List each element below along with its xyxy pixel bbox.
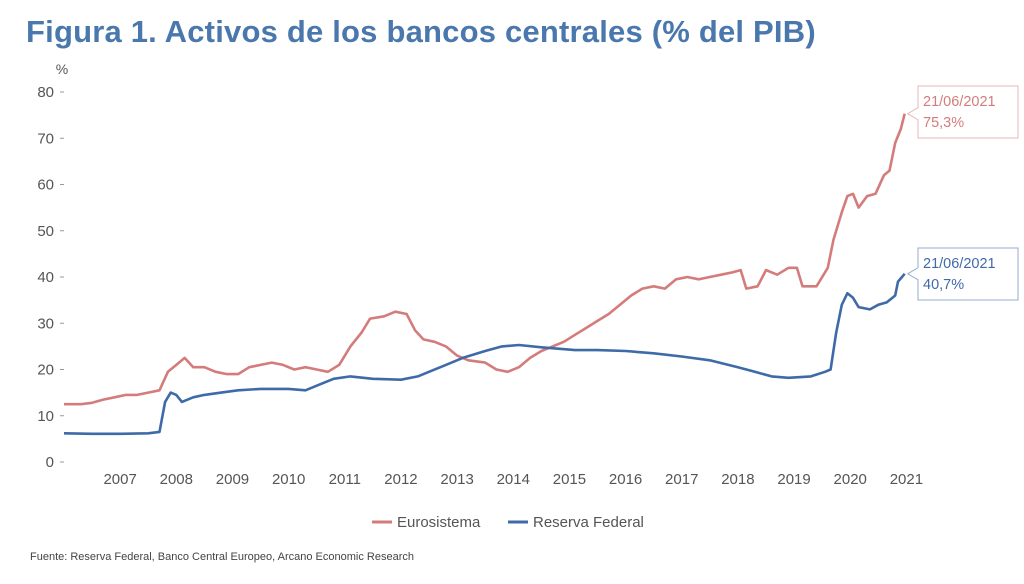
y-tick-40: 40	[37, 269, 64, 286]
series-line-reserva-federal	[63, 272, 906, 436]
x-tick-label: 2021	[890, 471, 923, 488]
legend-item-eurosistema: Eurosistema	[372, 514, 481, 531]
annotation-date: 21/06/2021	[923, 256, 996, 272]
y-tick-label: 30	[37, 315, 54, 332]
series-layer	[63, 113, 906, 436]
y-tick-label: 60	[37, 177, 54, 194]
annotation-value: 40,7%	[923, 277, 964, 293]
x-tick-label: 2011	[329, 471, 361, 488]
y-tick-80: 80	[37, 84, 64, 101]
legend-item-reserva-federal: Reserva Federal	[508, 514, 644, 531]
x-axis: 2007 2008 2009 2010 2011 2012 2013 2014 2015 2016…	[103, 471, 923, 488]
x-tick-label: 2020	[834, 471, 867, 488]
x-tick-label: 2013	[440, 471, 473, 488]
y-axis-label: %	[56, 61, 68, 77]
y-tick-60: 60	[37, 177, 64, 194]
x-tick-label: 2007	[103, 471, 136, 488]
annotations: 21/06/2021 75,3% 21/06/2021 40,7%	[906, 85, 1019, 301]
y-tick-label: 10	[37, 408, 54, 425]
x-tick-label: 2019	[777, 471, 810, 488]
legend: Eurosistema Reserva Federal	[372, 514, 644, 531]
x-tick-label: 2012	[384, 471, 417, 488]
annotation-eurosistema: 21/06/2021 75,3%	[906, 85, 1019, 139]
y-tick-70: 70	[37, 130, 64, 147]
y-tick-label: 0	[46, 454, 54, 471]
x-tick-label: 2008	[160, 471, 193, 488]
annotation-box	[906, 247, 1019, 301]
annotation-reserva-federal: 21/06/2021 40,7%	[906, 247, 1019, 301]
y-tick-20: 20	[37, 362, 64, 379]
y-tick-label: 80	[37, 84, 54, 101]
x-tick-label: 2017	[665, 471, 698, 488]
legend-label: Eurosistema	[397, 514, 481, 531]
x-tick-label: 2010	[272, 471, 305, 488]
legend-label: Reserva Federal	[533, 514, 644, 531]
x-tick-label: 2016	[609, 471, 642, 488]
x-tick-label: 2018	[721, 471, 754, 488]
x-tick-label: 2014	[497, 471, 530, 488]
y-tick-30: 30	[37, 315, 64, 332]
y-tick-label: 70	[37, 130, 54, 147]
y-axis: 0 10 20 30 40 50 60 70 80	[37, 84, 64, 471]
annotation-value: 75,3%	[923, 115, 964, 131]
annotation-box	[906, 85, 1019, 139]
y-tick-10: 10	[37, 408, 64, 425]
y-tick-50: 50	[37, 223, 64, 240]
annotation-date: 21/06/2021	[923, 94, 996, 110]
y-tick-label: 40	[37, 269, 54, 286]
source-note: Fuente: Reserva Federal, Banco Central E…	[30, 551, 414, 563]
y-tick-label: 50	[37, 223, 54, 240]
x-tick-label: 2015	[553, 471, 586, 488]
y-tick-label: 20	[37, 362, 54, 379]
y-tick-0: 0	[46, 454, 64, 471]
chart-title: Figura 1. Activos de los bancos centrale…	[26, 14, 816, 49]
series-line-eurosistema	[64, 113, 906, 406]
x-tick-label: 2009	[216, 471, 249, 488]
